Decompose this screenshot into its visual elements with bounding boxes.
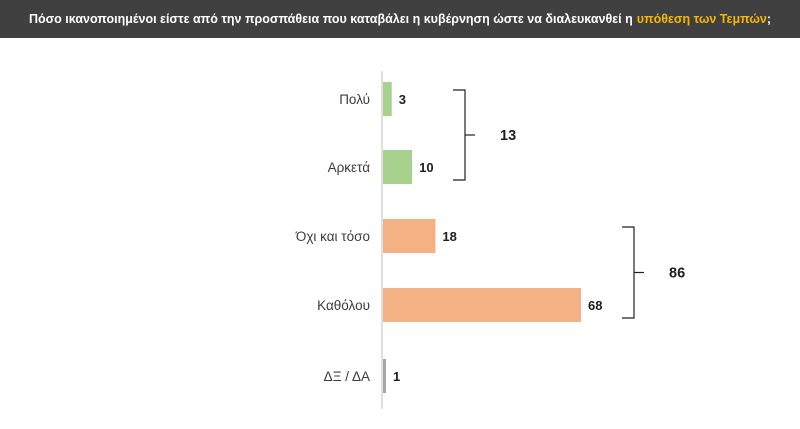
value-label: 18: [442, 229, 456, 244]
category-label: Αρκετά: [328, 160, 371, 175]
title-highlight: υπόθεση των Τεμπών: [636, 12, 767, 26]
title-main: Πόσο ικανοποιημένοι είστε από την προσπά…: [28, 12, 633, 26]
group-total-label: 13: [500, 128, 516, 144]
value-label: 1: [393, 369, 400, 384]
bar: [383, 82, 392, 116]
category-label: Όχι και τόσο: [295, 229, 370, 244]
value-label: 3: [399, 92, 406, 107]
group-total-label: 86: [669, 266, 685, 282]
bar: [383, 219, 436, 253]
bar: [383, 150, 413, 184]
title-end: ;: [766, 12, 772, 26]
group-bracket: [622, 226, 635, 319]
bar: [383, 288, 581, 322]
category-label: Πολύ: [339, 92, 370, 107]
value-label: 68: [588, 298, 602, 313]
category-label: ΔΞ / ΔΑ: [324, 369, 370, 384]
value-label: 10: [419, 160, 433, 175]
group-bracket: [453, 89, 466, 181]
bar-chart: Πολύ 3 Αρκετά 10 Όχι και τόσο 18 Καθόλου 68 ΔΞ /…: [295, 71, 685, 409]
bar: [383, 359, 386, 393]
chart-title: Πόσο ικανοποιημένοι είστε από την προσπά…: [0, 0, 800, 38]
category-label: Καθόλου: [317, 298, 370, 313]
